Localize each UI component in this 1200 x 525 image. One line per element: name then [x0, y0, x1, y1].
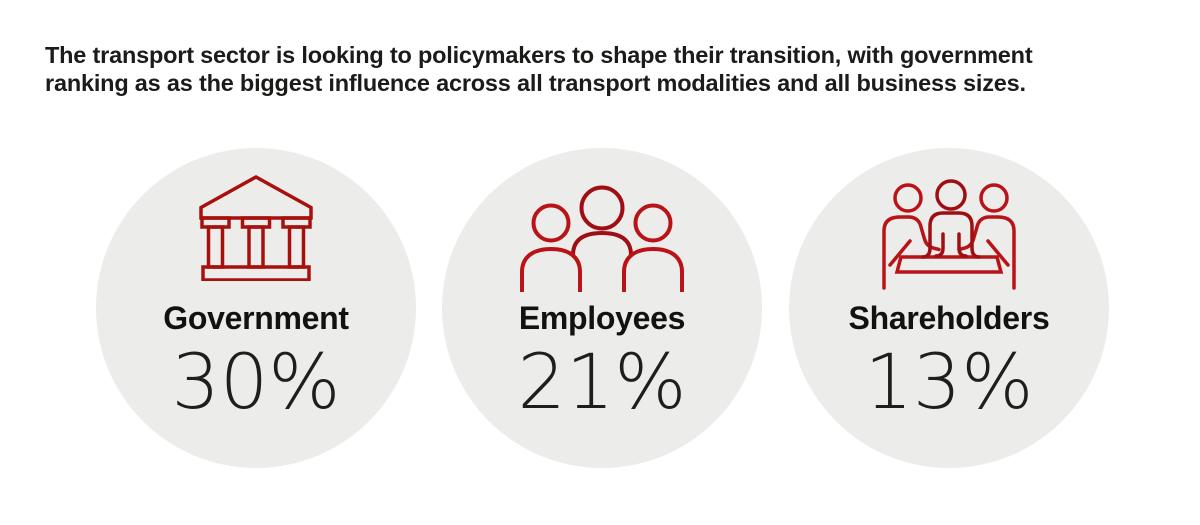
stat-label: Shareholders [848, 300, 1050, 336]
employees-group-icon [520, 185, 684, 292]
shareholders-board-icon [882, 179, 1016, 290]
stat-value: 13% [864, 337, 1034, 426]
stat-label: Employees [518, 300, 686, 336]
stat-card-shareholders: Shareholders 13% [789, 148, 1109, 468]
stat-card-employees: Employees 21% [442, 148, 762, 468]
stat-label: Government [163, 300, 349, 336]
stat-value: 21% [517, 337, 687, 426]
headline: The transport sector is looking to polic… [45, 42, 1105, 97]
headline-line-1: The transport sector is looking to polic… [45, 42, 1033, 68]
headline-line-2: ranking as as the biggest influence acro… [45, 69, 1026, 96]
government-building-icon [199, 175, 313, 281]
stat-card-government: Government 30% [96, 148, 416, 468]
stat-value: 30% [171, 337, 341, 426]
